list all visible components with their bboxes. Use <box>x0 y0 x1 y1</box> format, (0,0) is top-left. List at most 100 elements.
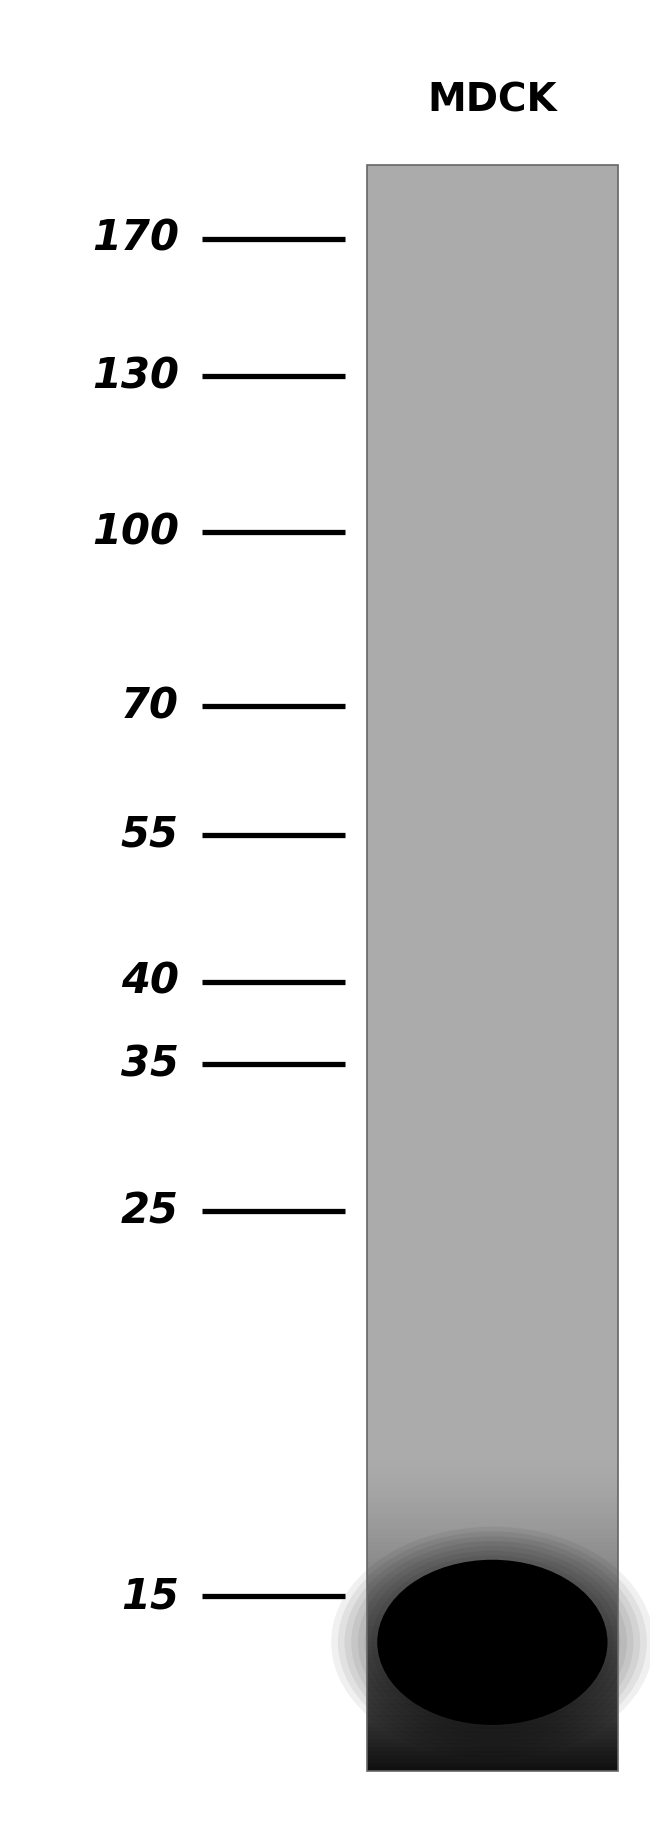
Bar <box>367 1362 618 1365</box>
Bar <box>367 510 618 514</box>
Bar <box>367 1446 618 1450</box>
Bar <box>367 767 618 771</box>
Bar <box>367 354 618 358</box>
Bar <box>367 1595 618 1598</box>
Bar <box>367 534 618 538</box>
Bar <box>367 242 618 246</box>
Bar <box>367 1470 618 1474</box>
Bar <box>367 844 618 848</box>
Bar <box>367 760 618 763</box>
Bar <box>367 859 618 864</box>
Text: 170: 170 <box>92 218 179 259</box>
Bar <box>367 763 618 767</box>
Bar <box>367 1213 618 1217</box>
Bar <box>367 1558 618 1562</box>
Bar <box>367 648 618 651</box>
Bar <box>367 1393 618 1398</box>
Ellipse shape <box>344 1536 640 1749</box>
Bar <box>367 672 618 675</box>
Bar <box>367 943 618 949</box>
Ellipse shape <box>458 1618 527 1668</box>
Bar <box>367 655 618 659</box>
Bar <box>367 398 618 402</box>
Bar <box>367 490 618 494</box>
Bar <box>367 1551 618 1554</box>
Bar <box>367 1545 618 1551</box>
Bar <box>367 1389 618 1393</box>
Bar <box>367 1345 618 1349</box>
Bar <box>367 615 618 618</box>
Text: 55: 55 <box>121 815 179 855</box>
Bar <box>367 1270 618 1273</box>
Bar <box>367 1108 618 1112</box>
Bar <box>367 422 618 426</box>
Bar <box>367 740 618 743</box>
Bar <box>367 1618 618 1622</box>
Bar <box>367 1040 618 1044</box>
Bar <box>367 695 618 699</box>
Bar <box>367 1518 618 1521</box>
Bar <box>367 774 618 780</box>
Bar <box>367 611 618 615</box>
Bar <box>367 1450 618 1453</box>
Bar <box>367 635 618 639</box>
Bar <box>367 602 618 607</box>
Bar <box>367 1314 618 1318</box>
Bar <box>367 1206 618 1209</box>
Bar <box>367 317 618 321</box>
Bar <box>367 1582 618 1585</box>
Bar <box>367 1200 618 1206</box>
Bar <box>367 257 618 262</box>
Bar <box>367 1352 618 1358</box>
Bar <box>367 1007 618 1013</box>
Bar <box>367 730 618 736</box>
Bar <box>367 879 618 884</box>
Bar <box>367 831 618 835</box>
Ellipse shape <box>418 1589 567 1696</box>
Bar <box>367 198 618 202</box>
Bar <box>367 402 618 406</box>
Bar <box>367 206 618 209</box>
Bar <box>367 1284 618 1288</box>
Bar <box>367 1288 618 1294</box>
Bar <box>367 1734 618 1738</box>
Bar <box>367 1602 618 1606</box>
Bar <box>367 382 618 385</box>
Bar <box>367 642 618 648</box>
Bar <box>367 804 618 807</box>
Bar <box>367 716 618 719</box>
Bar <box>367 1694 618 1699</box>
Bar <box>367 1233 618 1237</box>
Bar <box>367 250 618 253</box>
Bar <box>367 1462 618 1466</box>
Bar <box>367 418 618 422</box>
Bar <box>367 506 618 510</box>
Bar <box>367 473 618 479</box>
Bar <box>367 980 618 984</box>
Bar <box>367 1477 618 1481</box>
Bar <box>367 1655 618 1659</box>
Bar <box>367 1562 618 1565</box>
Bar <box>367 1180 618 1185</box>
Bar <box>367 875 618 879</box>
Bar <box>367 538 618 543</box>
Ellipse shape <box>451 1613 534 1672</box>
Bar <box>367 182 618 185</box>
Bar <box>367 1257 618 1261</box>
Bar <box>367 426 618 429</box>
Bar <box>367 1329 618 1334</box>
Ellipse shape <box>391 1569 593 1716</box>
Bar <box>367 1048 618 1051</box>
Text: 130: 130 <box>92 356 179 396</box>
Bar <box>367 1301 618 1305</box>
Bar <box>367 1538 618 1541</box>
Bar <box>367 1417 618 1422</box>
Bar <box>367 217 618 222</box>
Bar <box>367 503 618 506</box>
Bar <box>367 494 618 499</box>
Bar <box>367 736 618 740</box>
Bar <box>367 253 618 257</box>
Bar <box>367 1028 618 1031</box>
Bar <box>367 1308 618 1314</box>
Bar <box>367 1132 618 1136</box>
